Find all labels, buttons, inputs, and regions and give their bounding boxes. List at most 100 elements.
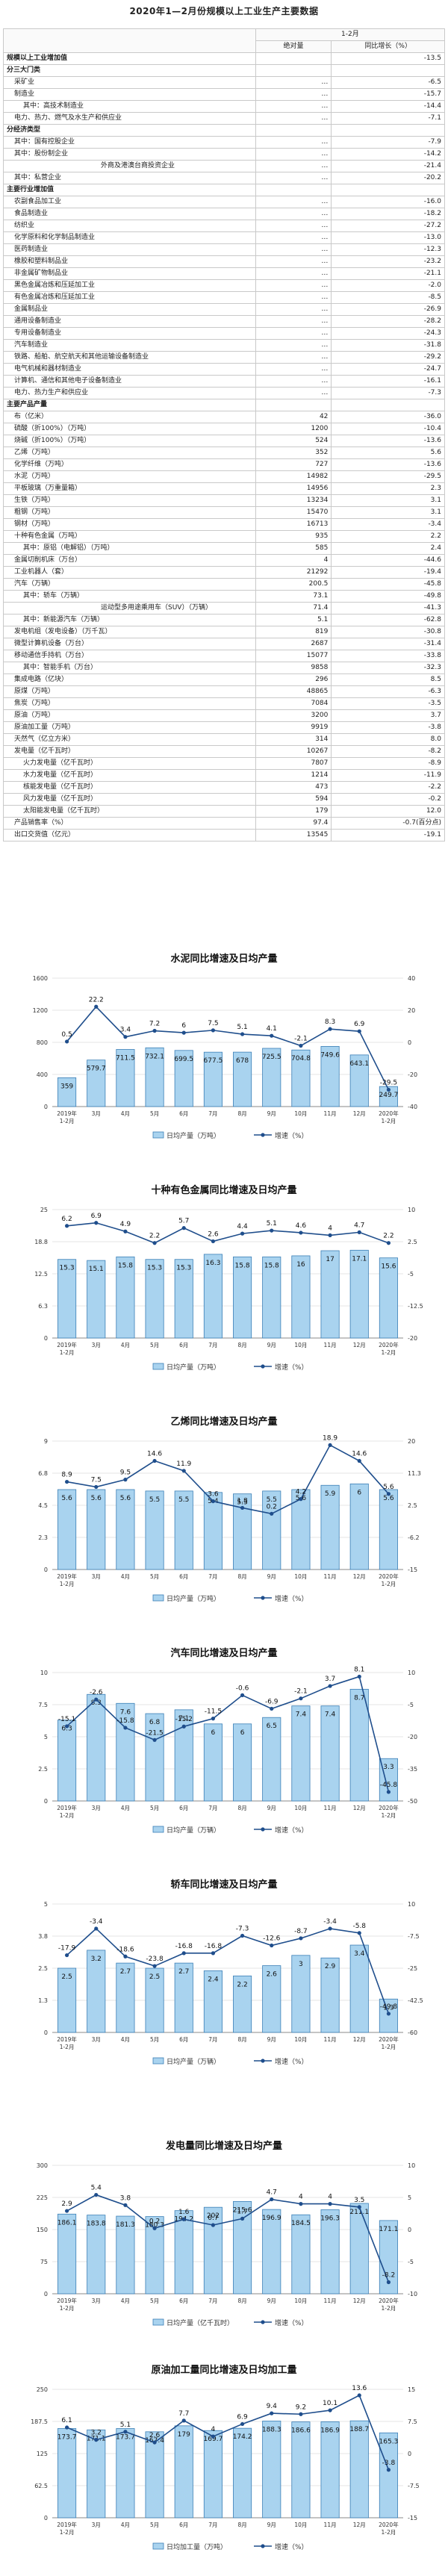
x-tick-label: 12月: [353, 1342, 366, 1348]
bar: [262, 2421, 281, 2519]
growth-value-label: 4: [328, 1225, 332, 1232]
row-growth: -24.7: [331, 363, 445, 376]
bar: [116, 1489, 135, 1570]
growth-point: [386, 2012, 391, 2016]
row-name: 分三大门类: [3, 64, 256, 77]
row-growth: -8.9: [331, 757, 445, 770]
y-left-tick-label: 7.5: [38, 1702, 48, 1708]
row-name: 农副食品加工业: [3, 196, 256, 208]
chart-cement-svg: 水泥同比增速及日均产量 0 -40 400 -20 800 0 1200 20 1600 40 359…: [33, 953, 417, 1140]
row-name: 产品销售率（%）: [3, 817, 256, 830]
y-right-tick-label: -40: [408, 1104, 417, 1110]
bar: [233, 1256, 252, 1339]
y-right-tick-label: 20: [408, 1438, 415, 1445]
growth-value-label: 4: [328, 2194, 332, 2201]
growth-point: [123, 2203, 128, 2207]
growth-point: [94, 1004, 99, 1009]
table-row: 原油（万吨） 3200 3.7: [3, 709, 445, 722]
row-growth: -7.1: [331, 112, 445, 125]
row-value: …: [255, 100, 332, 113]
legend-line-label: 增速（%）: [275, 2057, 308, 2066]
bar: [57, 1720, 77, 1802]
growth-value-label: -3.8: [382, 2460, 396, 2467]
growth-point: [299, 1497, 303, 1502]
row-growth: -14.4: [331, 100, 445, 113]
table-row: 移动通信手持机（万台） 15077 -33.8: [3, 650, 445, 662]
bar-value-label: 704.8: [291, 1055, 311, 1063]
x-tick-label: 7月: [208, 1573, 217, 1580]
bar: [320, 1046, 340, 1107]
growth-value-label: -6.9: [265, 1698, 279, 1705]
x-tick-label: 2019年: [57, 2035, 77, 2043]
x-tick-label: 1-2月: [60, 1812, 75, 1819]
row-growth: -16.1: [331, 375, 445, 388]
y-right-tick-label: -12.5: [408, 1303, 423, 1310]
growth-value-label: 2.2: [149, 1233, 160, 1240]
y-right-tick-label: 20: [408, 1007, 415, 1014]
row-name: 生铁（万吨）: [3, 494, 256, 507]
bar: [145, 1490, 164, 1570]
y-right-tick-label: 10: [408, 1207, 415, 1213]
growth-point: [94, 1926, 99, 1931]
x-tick-label: 5月: [150, 2297, 159, 2304]
row-growth: -3.8: [331, 721, 445, 734]
y-left-tick-label: 2.3: [38, 1534, 48, 1541]
row-growth: [331, 124, 445, 137]
table-row: 汽车制造业… -31.8: [3, 339, 445, 352]
row-name: 汽车制造业: [3, 339, 256, 352]
x-tick-label: 5月: [150, 1805, 159, 1811]
growth-point: [123, 1726, 128, 1730]
y-left-tick-label: 150: [37, 2227, 48, 2233]
bar-value-label: 173.7: [57, 2433, 77, 2441]
bar: [349, 1249, 369, 1339]
legend-line-marker: [261, 1133, 265, 1137]
bar-value-label: 5.3: [237, 1499, 247, 1507]
growth-line: [66, 2194, 390, 2283]
growth-value-label: -17.9: [58, 1945, 76, 1953]
bar-value-label: 2.9: [325, 1963, 336, 1970]
growth-point: [181, 1226, 186, 1231]
row-name: 非金属矿物制品业: [3, 267, 256, 280]
growth-value-label: -23.8: [146, 1956, 164, 1963]
row-growth: -21.4: [331, 160, 445, 172]
row-name: 原油（万吨）: [3, 709, 256, 722]
bar-value-label: 1.3: [383, 2004, 393, 2012]
growth-point: [64, 2209, 69, 2213]
growth-value-label: 6.2: [61, 1216, 72, 1223]
table-row: 食品制造业… -18.2: [3, 208, 445, 220]
y-left-tick-label: 0: [44, 1335, 48, 1342]
growth-point: [64, 1953, 69, 1958]
y-right-tick-label: 2.5: [408, 1502, 417, 1509]
bar: [262, 1965, 281, 2033]
growth-point: [152, 2440, 157, 2445]
x-tick-label: 4月: [121, 1573, 130, 1580]
x-tick-label: 11月: [324, 1805, 337, 1811]
growth-point: [181, 1469, 186, 1473]
row-name: 硫酸（折100%）（万吨）: [3, 423, 256, 435]
y-right-tick-label: 15: [408, 2386, 415, 2393]
row-growth: -0.2: [331, 793, 445, 806]
growth-point: [357, 2393, 361, 2398]
row-value: …: [255, 327, 332, 340]
x-tick-label: 2020年: [379, 2297, 399, 2304]
table-row: 黑色金属冶炼和压延加工业… -2.0: [3, 279, 445, 292]
y-right-tick-label: 0: [408, 2451, 411, 2457]
x-tick-label: 11月: [324, 1342, 337, 1348]
x-tick-label: 3月: [92, 1573, 101, 1580]
x-tick-label: 5月: [150, 1342, 159, 1348]
row-growth: -0.7(百分点): [331, 817, 445, 830]
row-value: [255, 399, 332, 411]
x-tick-label: 7月: [208, 2036, 217, 2043]
table-row: 其中：国有控股企业… -7.9: [3, 136, 445, 149]
row-value: …: [255, 231, 332, 244]
growth-line: [66, 2394, 390, 2471]
row-name: 十种有色金属（万吨）: [3, 530, 256, 543]
growth-point: [94, 2192, 99, 2197]
growth-value-label: -21.5: [146, 1729, 163, 1737]
bar-value-label: 8.7: [354, 1694, 364, 1702]
row-growth: -36.0: [331, 411, 445, 423]
header-period: 1-2月: [255, 28, 446, 41]
bar-value-label: 184.5: [291, 2220, 311, 2227]
table-row: 汽车（万辆） 200.5 -45.8: [3, 578, 445, 591]
x-tick-label: 9月: [267, 2521, 276, 2528]
